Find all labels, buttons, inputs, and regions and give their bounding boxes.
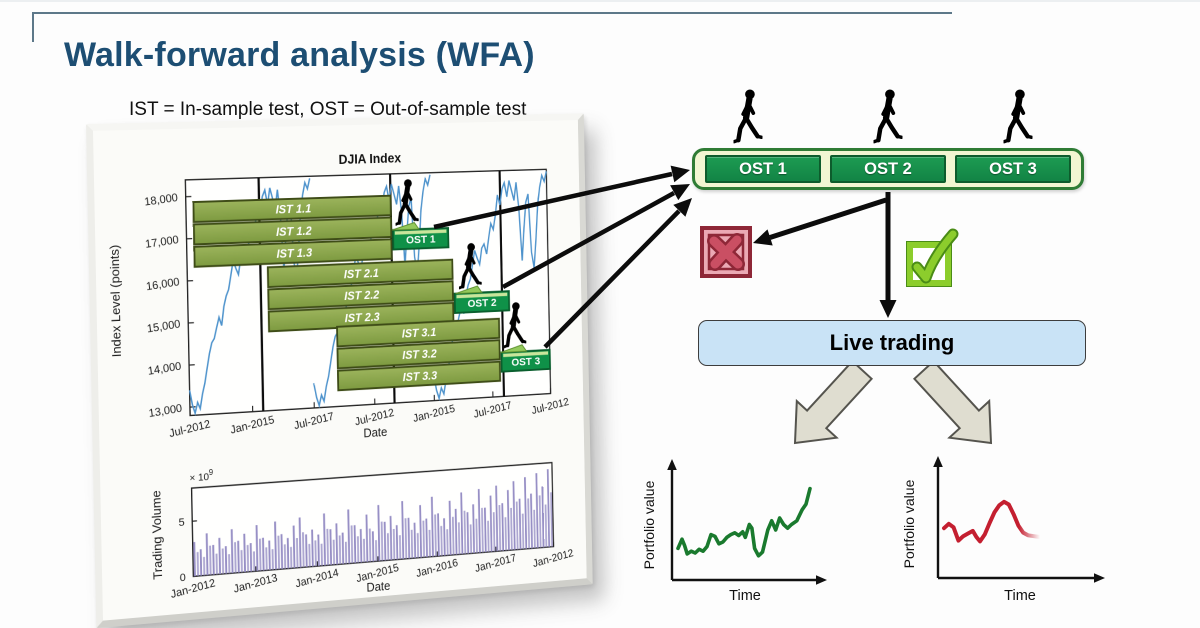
svg-text:Jan-2012: Jan-2012 — [170, 577, 217, 601]
svg-text:Jul-2012: Jul-2012 — [168, 418, 211, 440]
y-axis-label: Portfolio value — [901, 479, 917, 568]
svg-text:5: 5 — [178, 517, 184, 529]
y-axis-arrowhead — [933, 456, 943, 467]
y-axis-arrowhead — [667, 459, 677, 470]
walker-icon — [873, 88, 903, 146]
x-axis-label: Time — [1004, 588, 1036, 604]
svg-text:13,000: 13,000 — [148, 403, 183, 420]
ost-2-box: OST 2 — [830, 155, 946, 183]
slide-top-edge — [0, 0, 1200, 2]
ost-1-box: OST 1 — [705, 155, 821, 183]
svg-text:DJIA Index: DJIA Index — [338, 151, 401, 167]
ost-sequence-row: OST 1 OST 2 OST 3 — [692, 148, 1084, 190]
svg-text:IST 2.2: IST 2.2 — [344, 288, 380, 303]
svg-text:17,000: 17,000 — [145, 234, 180, 251]
svg-text:0: 0 — [180, 572, 186, 584]
svg-text:16,000: 16,000 — [145, 276, 180, 293]
block-arrow-left — [793, 359, 874, 445]
svg-text:IST 3.2: IST 3.2 — [402, 347, 437, 362]
arrow-row-to-fail — [753, 197, 887, 246]
svg-text:IST 1.3: IST 1.3 — [276, 246, 312, 261]
svg-text:Trading Volume: Trading Volume — [149, 490, 165, 580]
djia-wfa-figure: DJIA Index 18,000 17,000 16,000 15,000 14,000… — [107, 151, 575, 601]
portfolio-pass-chart: Portfolio value Time — [640, 452, 840, 604]
slide-subtitle: IST = In-sample test, OST = Out-of-sampl… — [129, 99, 527, 120]
svg-text:IST 2.1: IST 2.1 — [344, 266, 379, 281]
walk-group-1: IST 1.1 IST 1.2 IST 1.3 OST 1 — [193, 178, 449, 267]
x-axis-label: Time — [729, 588, 761, 604]
svg-text:Date: Date — [363, 425, 387, 440]
live-trading-box: Live trading — [698, 320, 1086, 366]
portfolio-fail-chart: Portfolio value Time — [898, 450, 1113, 604]
svg-text:15,000: 15,000 — [146, 318, 181, 335]
walker-icon — [733, 88, 763, 146]
svg-text:IST 1.1: IST 1.1 — [275, 202, 311, 217]
header-rule — [32, 12, 952, 42]
arrow-row-to-live-trading — [879, 192, 897, 318]
svg-text:Jan-2013: Jan-2013 — [233, 572, 279, 595]
page-title: Walk-forward analysis (WFA) — [64, 36, 535, 74]
svg-text:Jul-2017: Jul-2017 — [473, 400, 513, 421]
svg-text:IST 1.2: IST 1.2 — [276, 224, 312, 239]
walker-icon — [1003, 88, 1033, 146]
svg-text:IST 3.1: IST 3.1 — [402, 325, 437, 340]
portfolio-fail-curve — [942, 499, 1042, 544]
svg-text:Jul-2017: Jul-2017 — [293, 411, 335, 432]
walk-group-2: IST 2.1 IST 2.2 IST 2.3 OST 2 — [267, 242, 509, 332]
fail-cross-icon — [700, 226, 752, 283]
ost-3-box: OST 3 — [955, 155, 1071, 183]
svg-text:Date: Date — [366, 579, 390, 595]
svg-text:OST 3: OST 3 — [511, 356, 540, 369]
svg-text:× 109: × 109 — [189, 468, 213, 484]
svg-text:IST 2.3: IST 2.3 — [345, 310, 381, 325]
svg-text:Jul-2012: Jul-2012 — [354, 407, 395, 428]
svg-text:IST 3.3: IST 3.3 — [403, 368, 438, 384]
svg-text:Jan-2012: Jan-2012 — [532, 548, 574, 570]
matlab-figure-panel: DJIA Index 18,000 17,000 16,000 15,000 14,000… — [86, 113, 593, 628]
svg-text:Index Level (points): Index Level (points) — [107, 245, 124, 358]
svg-text:OST 2: OST 2 — [467, 297, 496, 310]
svg-text:Jul-2012: Jul-2012 — [531, 396, 570, 417]
x-axis-arrowhead — [816, 575, 827, 585]
svg-text:Jan-2014: Jan-2014 — [295, 567, 340, 590]
portfolio-pass-curve — [676, 486, 812, 558]
svg-text:Jan-2017: Jan-2017 — [474, 552, 517, 574]
block-arrow-right — [912, 359, 993, 445]
svg-text:Jan-2015: Jan-2015 — [229, 414, 275, 436]
walk-group-3: IST 3.1 IST 3.2 IST 3.3 OST 3 — [337, 301, 551, 391]
svg-text:OST 1: OST 1 — [406, 234, 436, 247]
svg-text:18,000: 18,000 — [144, 192, 179, 209]
svg-text:14,000: 14,000 — [147, 361, 182, 378]
y-axis-label: Portfolio value — [641, 480, 657, 569]
x-axis-arrowhead — [1094, 573, 1105, 583]
svg-text:Jan-2015: Jan-2015 — [412, 403, 456, 425]
svg-text:Jan-2016: Jan-2016 — [415, 557, 459, 580]
pass-check-icon — [901, 226, 959, 293]
